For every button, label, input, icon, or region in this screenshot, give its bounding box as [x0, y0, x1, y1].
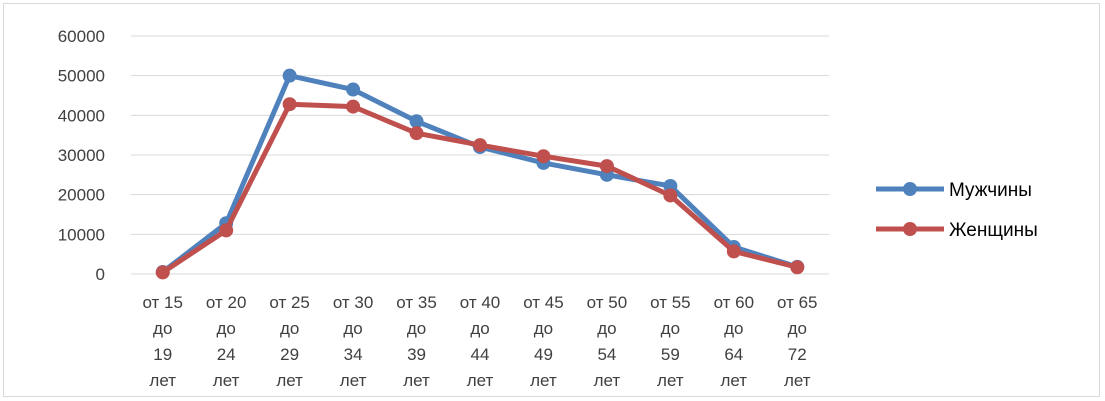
y-tick-label: 10000: [58, 225, 105, 244]
x-tick-label-line: лет: [403, 371, 430, 390]
x-tick-label-line: 49: [534, 345, 553, 364]
data-point: [600, 159, 614, 173]
legend-marker-2: [903, 222, 917, 236]
data-point: [410, 114, 424, 128]
data-point: [346, 100, 360, 114]
x-tick-label-line: лет: [594, 371, 621, 390]
x-tick-label-line: 29: [280, 345, 299, 364]
x-tick-label-line: лет: [276, 371, 303, 390]
data-point: [727, 244, 741, 258]
x-tick-label-line: 39: [407, 345, 426, 364]
y-tick-label: 0: [96, 265, 105, 284]
x-tick-label-line: лет: [721, 371, 748, 390]
data-point: [790, 260, 804, 274]
x-tick-label: от 30 до 34 лет: [333, 293, 374, 390]
x-tick-label: от 35 до 39 лет: [396, 293, 437, 390]
data-point: [219, 223, 233, 237]
x-tick-label-line: до: [407, 319, 426, 338]
series-line-1: [163, 76, 798, 272]
x-tick-label: от 15 до 19 лет: [142, 293, 183, 390]
x-tick-label-line: 54: [597, 345, 616, 364]
x-tick-label-line: до: [661, 319, 680, 338]
data-point: [473, 138, 487, 152]
x-tick-label-line: до: [153, 319, 172, 338]
x-tick-label: от 25 до 29 лет: [269, 293, 310, 390]
y-tick-label: 50000: [58, 67, 105, 86]
x-tick-label-line: до: [534, 319, 553, 338]
series-line-2: [163, 104, 798, 272]
y-tick-label: 40000: [58, 106, 105, 125]
x-tick-label-line: от 15: [142, 293, 183, 312]
x-tick-label-line: до: [216, 319, 235, 338]
y-tick-label: 30000: [58, 146, 105, 165]
x-tick-label-line: 24: [217, 345, 236, 364]
x-tick-label-line: до: [470, 319, 489, 338]
x-tick-label: от 60 до 64 лет: [714, 293, 755, 390]
data-point: [410, 126, 424, 140]
legend-label-1: Мужчины: [949, 180, 1032, 201]
x-tick-label-line: 34: [344, 345, 363, 364]
x-tick-label-line: от 25: [269, 293, 310, 312]
legend-label-2: Женщины: [949, 220, 1038, 241]
chart-frame: 0 10000 20000 30000 40000 50000 60000 от 15 до 19…: [3, 3, 1100, 397]
x-tick-label-line: от 35: [396, 293, 437, 312]
x-tick-label-line: от 55: [650, 293, 691, 312]
x-tick-label-line: лет: [467, 371, 494, 390]
x-tick-label-line: 59: [661, 345, 680, 364]
x-tick-label-line: от 60: [714, 293, 755, 312]
data-point: [156, 265, 170, 279]
x-tick-label-line: 64: [724, 345, 743, 364]
x-tick-label-line: от 40: [460, 293, 501, 312]
x-tick-label-line: от 50: [587, 293, 628, 312]
x-tick-label-line: лет: [784, 371, 811, 390]
data-point: [283, 97, 297, 111]
y-tick-label: 20000: [58, 186, 105, 205]
x-tick-label-line: от 65: [777, 293, 818, 312]
x-tick-label: от 65 до 72 лет: [777, 293, 818, 390]
x-tick-label: от 40 до 44 лет: [460, 293, 501, 390]
x-tick-label-line: 44: [471, 345, 490, 364]
x-tick-label-line: лет: [213, 371, 240, 390]
x-tick-label: от 20 до 24 лет: [206, 293, 247, 390]
x-tick-label-line: 19: [153, 345, 172, 364]
x-tick-label-line: лет: [530, 371, 557, 390]
x-tick-label-line: от 30: [333, 293, 374, 312]
y-tick-label: 60000: [58, 27, 105, 46]
x-tick-label-line: до: [280, 319, 299, 338]
x-tick-label-line: до: [597, 319, 616, 338]
x-tick-label: от 55 до 59 лет: [650, 293, 691, 390]
x-tick-label-line: до: [343, 319, 362, 338]
x-tick-label-line: до: [788, 319, 807, 338]
x-tick-label: от 50 до 54 лет: [587, 293, 628, 390]
x-tick-label-line: до: [724, 319, 743, 338]
x-tick-label-line: 72: [788, 345, 807, 364]
data-point: [663, 188, 677, 202]
x-tick-label-line: от 20: [206, 293, 247, 312]
x-tick-label-line: лет: [340, 371, 367, 390]
x-tick-label: от 45 до 49 лет: [523, 293, 564, 390]
data-point: [283, 69, 297, 83]
x-tick-label-line: лет: [657, 371, 684, 390]
legend-marker-1: [903, 182, 917, 196]
data-point: [346, 83, 360, 97]
data-point: [536, 149, 550, 163]
x-tick-label-line: лет: [149, 371, 176, 390]
x-tick-label-line: от 45: [523, 293, 564, 312]
line-chart: 0 10000 20000 30000 40000 50000 60000 от 15 до 19…: [4, 4, 1101, 398]
